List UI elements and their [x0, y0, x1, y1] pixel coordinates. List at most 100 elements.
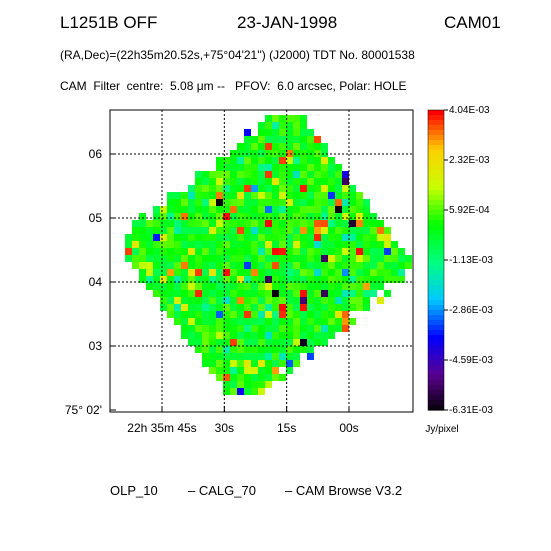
heatmap-pixel	[216, 297, 223, 304]
heatmap-pixel	[265, 185, 272, 192]
heatmap-pixel	[293, 185, 300, 192]
heatmap-pixel	[265, 332, 272, 339]
heatmap-pixel	[307, 318, 314, 325]
heatmap-pixel	[363, 227, 370, 234]
heatmap-pixel	[370, 227, 377, 234]
heatmap-pixel	[279, 129, 286, 136]
heatmap-pixel	[300, 346, 307, 353]
heatmap-pixel	[216, 164, 223, 171]
heatmap-pixel	[314, 255, 321, 262]
heatmap-pixel	[300, 318, 307, 325]
heatmap-pixel	[272, 213, 279, 220]
heatmap-pixel	[223, 248, 230, 255]
heatmap-pixel	[167, 311, 174, 318]
heatmap-pixel	[307, 290, 314, 297]
heatmap-pixel	[279, 136, 286, 143]
heatmap-pixel	[279, 255, 286, 262]
heatmap-pixel	[244, 241, 251, 248]
heatmap-pixel	[265, 374, 272, 381]
heatmap-pixel	[132, 234, 139, 241]
heatmap-pixel	[230, 199, 237, 206]
heatmap-pixel	[335, 304, 342, 311]
y-tick-label: 03	[89, 339, 103, 353]
heatmap-pixel	[300, 199, 307, 206]
heatmap-pixel	[279, 269, 286, 276]
plot-frame	[109, 109, 414, 413]
heatmap-pixel	[328, 241, 335, 248]
heatmap-pixel	[209, 283, 216, 290]
heatmap-pixel	[279, 241, 286, 248]
heatmap-pixel	[342, 311, 349, 318]
heatmap-pixel	[230, 283, 237, 290]
heatmap-pixel	[349, 185, 356, 192]
heatmap-pixel	[307, 129, 314, 136]
heatmap-pixel	[321, 255, 328, 262]
heatmap-pixel	[286, 346, 293, 353]
heatmap-pixel	[167, 283, 174, 290]
heatmap-pixel	[258, 213, 265, 220]
heatmap-pixel	[223, 178, 230, 185]
heatmap-pixel	[321, 178, 328, 185]
heatmap-pixel	[160, 227, 167, 234]
heatmap-pixel	[146, 234, 153, 241]
heatmap-pixel	[244, 234, 251, 241]
heatmap-pixel	[230, 339, 237, 346]
heatmap-pixel	[202, 332, 209, 339]
heatmap-pixel	[265, 269, 272, 276]
heatmap-pixel	[370, 269, 377, 276]
heatmap-pixel	[356, 304, 363, 311]
heatmap-pixel	[307, 199, 314, 206]
heatmap-pixel	[195, 297, 202, 304]
heatmap-pixel	[202, 311, 209, 318]
heatmap-pixel	[216, 353, 223, 360]
heatmap-pixel	[258, 262, 265, 269]
heatmap-pixel	[321, 276, 328, 283]
heatmap-pixel	[146, 255, 153, 262]
heatmap-pixel	[181, 206, 188, 213]
heatmap-pixel	[202, 353, 209, 360]
heatmap-pixel	[293, 234, 300, 241]
heatmap-pixel	[328, 192, 335, 199]
heatmap-pixel	[321, 185, 328, 192]
heatmap-pixel	[265, 353, 272, 360]
colorbar-band	[428, 165, 444, 171]
heatmap-pixel	[209, 353, 216, 360]
heatmap-pixel	[146, 262, 153, 269]
heatmap-pixel	[286, 353, 293, 360]
heatmap-pixel	[188, 213, 195, 220]
heatmap-pixel	[153, 262, 160, 269]
heatmap-pixel	[223, 381, 230, 388]
heatmap-pixel	[321, 297, 328, 304]
heatmap-pixel	[223, 227, 230, 234]
heatmap-pixel	[146, 276, 153, 283]
heatmap-pixel	[321, 304, 328, 311]
heatmap-pixel	[216, 220, 223, 227]
heatmap-pixel	[349, 227, 356, 234]
heatmap-pixel	[216, 367, 223, 374]
heatmap-pixel	[363, 213, 370, 220]
heatmap-pixel	[314, 206, 321, 213]
heatmap-pixel	[328, 185, 335, 192]
colorbar-band	[428, 145, 444, 151]
heatmap-pixel	[181, 269, 188, 276]
heatmap-pixel	[265, 199, 272, 206]
heatmap-pixel	[251, 297, 258, 304]
heatmap-pixel	[181, 325, 188, 332]
heatmap-pixel	[195, 220, 202, 227]
heatmap-pixel	[279, 325, 286, 332]
colorbar-label: 2.32E-03	[449, 155, 490, 166]
heatmap-pixel	[300, 206, 307, 213]
heatmap-pixel	[160, 262, 167, 269]
heatmap-pixel	[174, 199, 181, 206]
heatmap-pixel	[244, 367, 251, 374]
heatmap-pixel	[258, 290, 265, 297]
heatmap-pixel	[237, 325, 244, 332]
heatmap-pixel	[272, 262, 279, 269]
heatmap-pixel	[230, 388, 237, 395]
heatmap-pixel	[293, 262, 300, 269]
heatmap-pixel	[181, 255, 188, 262]
heatmap-pixel	[223, 360, 230, 367]
heatmap-pixel	[174, 248, 181, 255]
heatmap-pixel	[272, 199, 279, 206]
heatmap-pixel	[237, 374, 244, 381]
